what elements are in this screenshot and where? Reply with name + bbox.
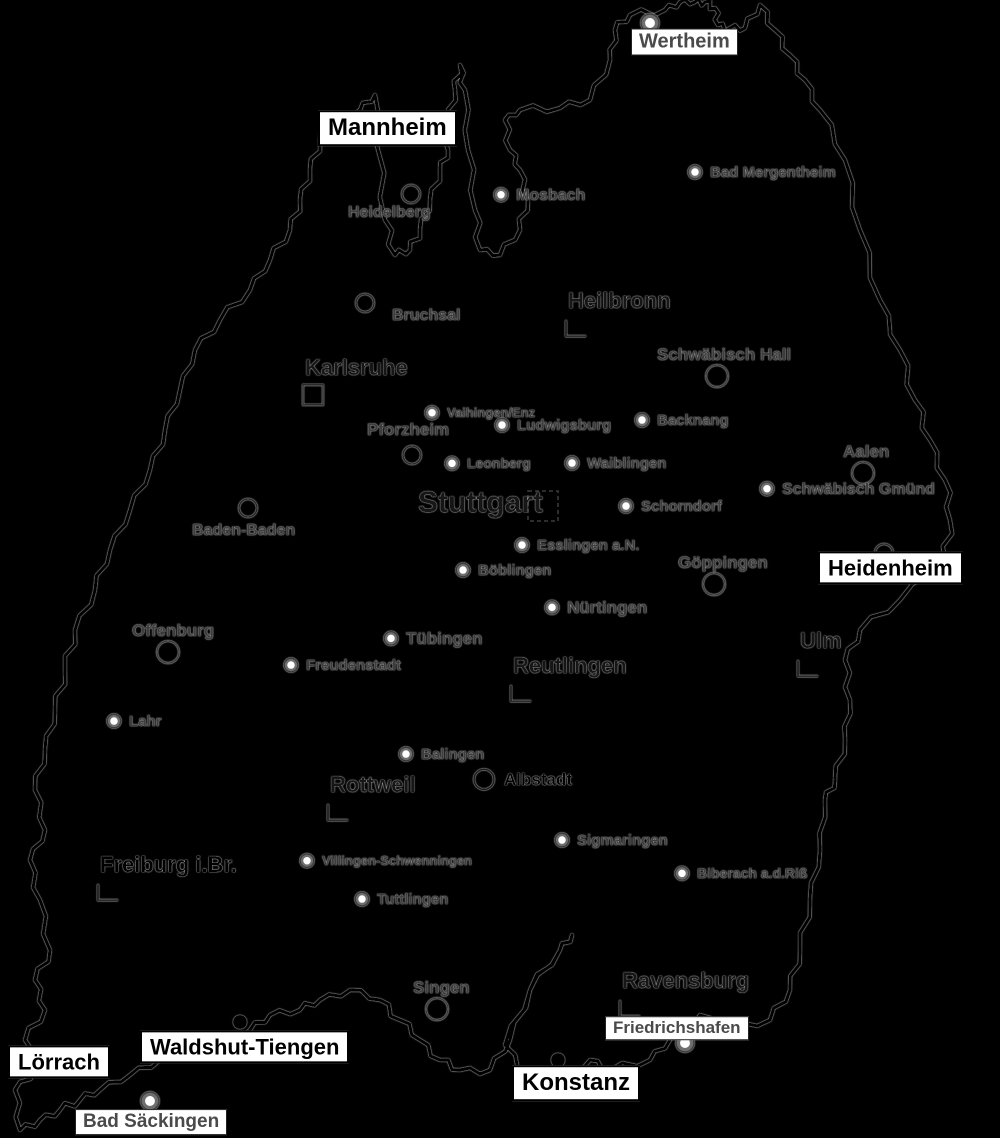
svg-text:Göppingen: Göppingen	[678, 553, 768, 572]
svg-text:Böblingen: Böblingen	[478, 562, 551, 579]
svg-text:Biberach a.d.Riß: Biberach a.d.Riß	[697, 865, 808, 881]
svg-text:Leonberg: Leonberg	[467, 455, 531, 471]
svg-text:Aalen: Aalen	[843, 442, 889, 461]
svg-text:Freudenstadt: Freudenstadt	[306, 657, 401, 674]
svg-text:Albstadt: Albstadt	[504, 770, 572, 789]
svg-text:Schorndorf: Schorndorf	[641, 498, 723, 515]
svg-text:Offenburg: Offenburg	[132, 621, 214, 640]
svg-text:Sigmaringen: Sigmaringen	[577, 832, 668, 849]
svg-text:Schwäbisch Hall: Schwäbisch Hall	[657, 345, 791, 364]
svg-text:Heilbronn: Heilbronn	[568, 288, 671, 313]
svg-text:Reutlingen: Reutlingen	[513, 653, 627, 678]
svg-text:Singen: Singen	[413, 978, 470, 997]
svg-text:Bruchsal: Bruchsal	[392, 307, 460, 324]
svg-text:Stuttgart: Stuttgart	[418, 486, 543, 519]
svg-text:Karlsruhe: Karlsruhe	[305, 355, 408, 380]
svg-text:Ludwigsburg: Ludwigsburg	[517, 417, 611, 434]
svg-text:Bad Mergentheim: Bad Mergentheim	[710, 164, 836, 181]
svg-text:Balingen: Balingen	[421, 746, 484, 763]
svg-text:Lahr: Lahr	[129, 713, 162, 730]
svg-text:Ravensburg: Ravensburg	[622, 968, 749, 993]
svg-text:Rottweil: Rottweil	[330, 772, 416, 797]
svg-text:Baden-Baden: Baden-Baden	[192, 522, 295, 539]
svg-text:Backnang: Backnang	[657, 412, 729, 429]
svg-text:Tuttlingen: Tuttlingen	[377, 891, 448, 908]
svg-text:Mosbach: Mosbach	[516, 187, 585, 204]
svg-text:Freiburg i.Br.: Freiburg i.Br.	[100, 852, 237, 877]
svg-text:Waiblingen: Waiblingen	[587, 455, 666, 472]
svg-text:Nürtingen: Nürtingen	[567, 598, 647, 617]
svg-text:Villingen-Schwenningen: Villingen-Schwenningen	[322, 853, 472, 868]
svg-text:Ulm: Ulm	[800, 628, 842, 653]
svg-text:Esslingen a.N.: Esslingen a.N.	[537, 537, 640, 554]
svg-text:Tübingen: Tübingen	[406, 629, 482, 648]
svg-text:Heidelberg: Heidelberg	[348, 204, 431, 221]
svg-text:Schwäbisch Gmünd: Schwäbisch Gmünd	[782, 481, 935, 498]
svg-text:Pforzheim: Pforzheim	[367, 420, 449, 439]
